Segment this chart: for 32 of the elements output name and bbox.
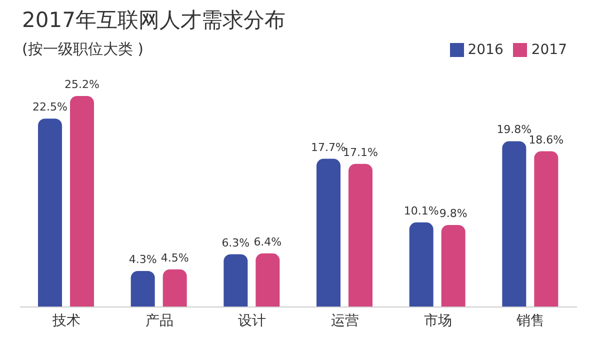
chart-title: 2017年互联网人才需求分布 [22,7,286,34]
x-tick-label: 销售 [516,312,545,329]
bar [130,270,155,307]
data-label: 25.2% [64,78,100,91]
legend-label: 2016 [468,42,504,58]
x-tick-label: 运营 [330,312,359,329]
bar [348,164,372,307]
bar [534,151,558,307]
data-label: 17.1% [343,146,378,159]
data-label: 10.1% [404,204,439,218]
bar [441,224,466,307]
data-label: 17.7% [311,140,346,154]
chart-subtitle: (按一级职位大类 ) [22,40,144,59]
bar [316,158,340,307]
data-label: 4.3% [128,252,157,266]
bar [70,96,94,307]
data-label: 6.4% [254,235,282,248]
data-label: 4.5% [160,251,189,264]
bar [256,253,280,307]
bar [224,254,248,307]
data-label: 22.5% [32,100,68,114]
bar [409,222,434,307]
x-tick-label: 技术 [51,312,80,329]
bar [502,141,526,307]
bar [38,118,62,307]
bar [162,269,187,307]
x-tick-label: 设计 [238,312,266,329]
x-tick-label: 市场 [424,312,452,329]
x-tick-label: 产品 [145,312,174,329]
data-label: 6.3% [222,236,250,250]
legend-label: 2017 [531,42,567,58]
data-label: 9.8% [439,206,468,220]
